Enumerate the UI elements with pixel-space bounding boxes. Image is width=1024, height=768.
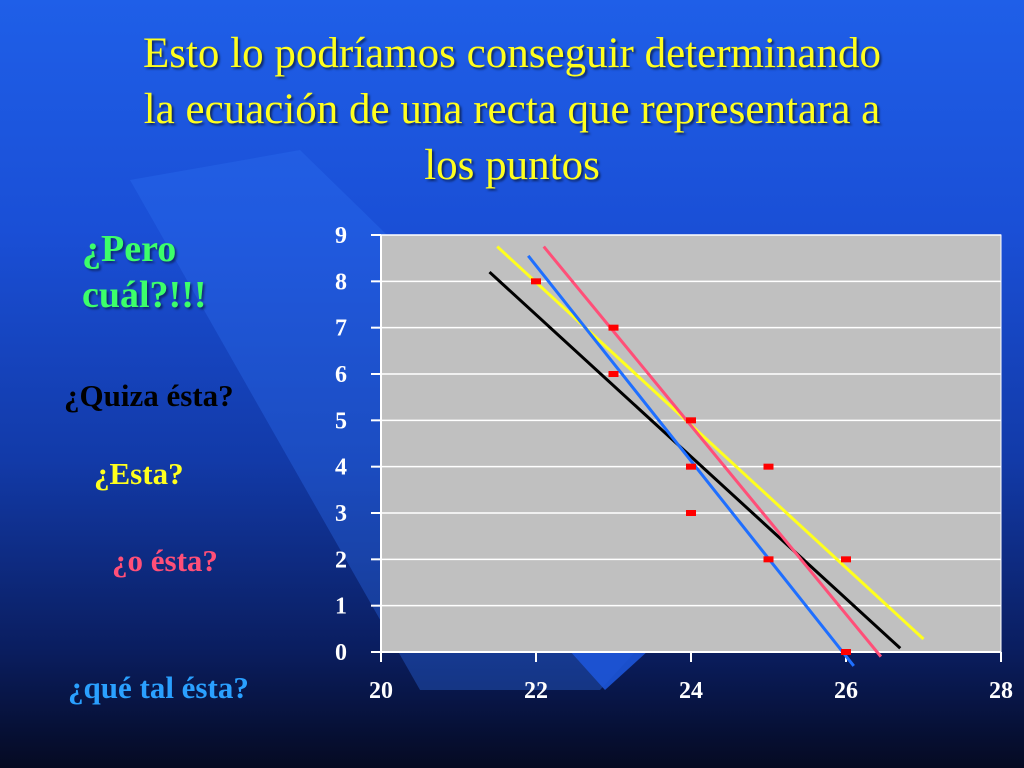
- data-point-6: [686, 510, 696, 516]
- plot-area: [380, 234, 1002, 653]
- x-tick-label-28: 28: [989, 678, 1013, 704]
- y-tick-label-2: 2: [335, 547, 347, 573]
- y-tick-label-1: 1: [335, 594, 347, 620]
- fit-line-black: [488, 270, 902, 650]
- data-point-4: [686, 417, 696, 424]
- y-tick-label-5: 5: [335, 408, 347, 434]
- y-tick-label-3: 3: [335, 501, 347, 527]
- que-tal-esta-label: ¿qué tal ésta?: [68, 670, 249, 705]
- data-point-7: [763, 463, 774, 470]
- x-tick-label-22: 22: [524, 678, 548, 704]
- page-title: Esto lo podríamos conseguir determinando…: [40, 26, 984, 194]
- y-tick-label-7: 7: [335, 316, 347, 342]
- data-point-10: [841, 649, 851, 655]
- title-line-1: Esto lo podríamos conseguir determinando: [142, 30, 881, 77]
- data-point-9: [841, 556, 851, 563]
- y-tick-label-0: 0: [335, 640, 347, 666]
- pero-cual-label: ¿Pero cuál?!!!: [82, 226, 207, 318]
- y-tick-label-4: 4: [335, 455, 347, 481]
- fit-line-yellow: [496, 245, 925, 641]
- data-point-1: [531, 278, 541, 285]
- fit-line-red: [542, 245, 883, 658]
- y-tick-label-8: 8: [335, 269, 347, 295]
- x-tick-label-20: 20: [369, 678, 393, 704]
- title-line-2: la ecuación de una recta que representar…: [143, 86, 881, 133]
- pero-line-1: ¿Pero: [82, 228, 177, 270]
- data-point-8: [763, 556, 774, 563]
- x-tick-label-26: 26: [834, 678, 858, 704]
- y-tick-label-6: 6: [335, 362, 347, 388]
- data-point-2: [608, 324, 619, 331]
- o-esta-label: ¿o ésta?: [112, 543, 218, 578]
- title-line-3: los puntos: [424, 142, 600, 189]
- data-point-5: [686, 463, 696, 470]
- data-point-3: [608, 371, 619, 377]
- x-tick-label-24: 24: [679, 678, 703, 704]
- y-tick-label-9: 9: [335, 223, 347, 249]
- esta-label: ¿Esta?: [94, 456, 184, 491]
- pero-line-2: cuál?!!!: [82, 274, 207, 316]
- quiza-esta-label: ¿Quiza ésta?: [64, 378, 234, 413]
- fit-line-blue: [527, 254, 855, 667]
